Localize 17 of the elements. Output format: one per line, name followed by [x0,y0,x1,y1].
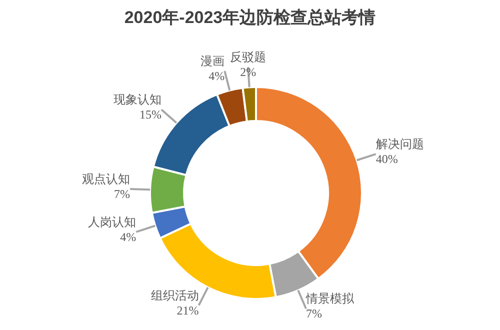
data-label: 7% [114,187,130,202]
slice-label: 人岗认知 [88,214,136,229]
data-label: 2% [240,65,256,80]
data-label: 4% [208,68,225,83]
slice-label: 组织活动 [150,288,199,302]
slice-label: 解决问题 [376,137,424,152]
slice-label: 漫画 [200,54,225,68]
slice-label: 情景模拟 [305,292,356,306]
slice-label: 反驳题 [230,50,266,64]
slice-label: 观点认知 [82,172,130,186]
data-label: 21% [176,303,199,318]
data-label: 7% [306,306,322,321]
data-label: 4% [120,230,136,244]
chart-title: 2020年-2023年边防检查总站考情 [123,7,377,29]
slice-label: 现象认知 [113,92,162,107]
data-label: 40% [376,152,398,166]
data-label: 15% [139,108,162,122]
